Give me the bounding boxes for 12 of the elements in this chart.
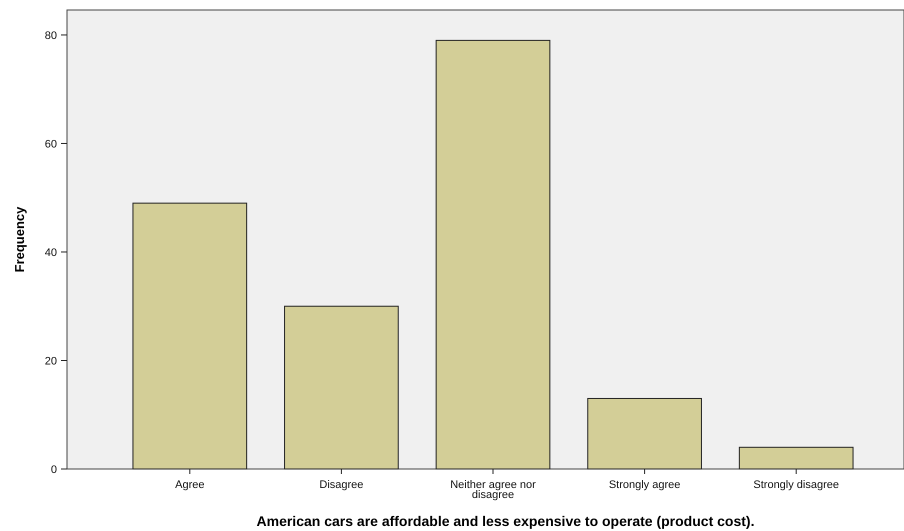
y-tick-label: 80: [44, 30, 57, 42]
x-tick-label: Agree: [175, 479, 204, 491]
y-axis-title: Frequency: [12, 206, 27, 272]
x-tick-label: Disagree: [319, 479, 364, 491]
y-tick-label: 20: [44, 355, 57, 368]
x-tick-label: Strongly disagree: [753, 479, 840, 491]
y-tick-label: 60: [44, 138, 57, 150]
x-tick-label: Neither agree nor disagree: [450, 479, 536, 501]
y-tick-label: 0: [50, 464, 57, 476]
y-tick-label: 40: [44, 246, 57, 259]
x-tick-label: Strongly agree: [608, 479, 680, 491]
x-axis-title: American cars are affordable and less expensive to operate (product cost).: [256, 513, 754, 529]
